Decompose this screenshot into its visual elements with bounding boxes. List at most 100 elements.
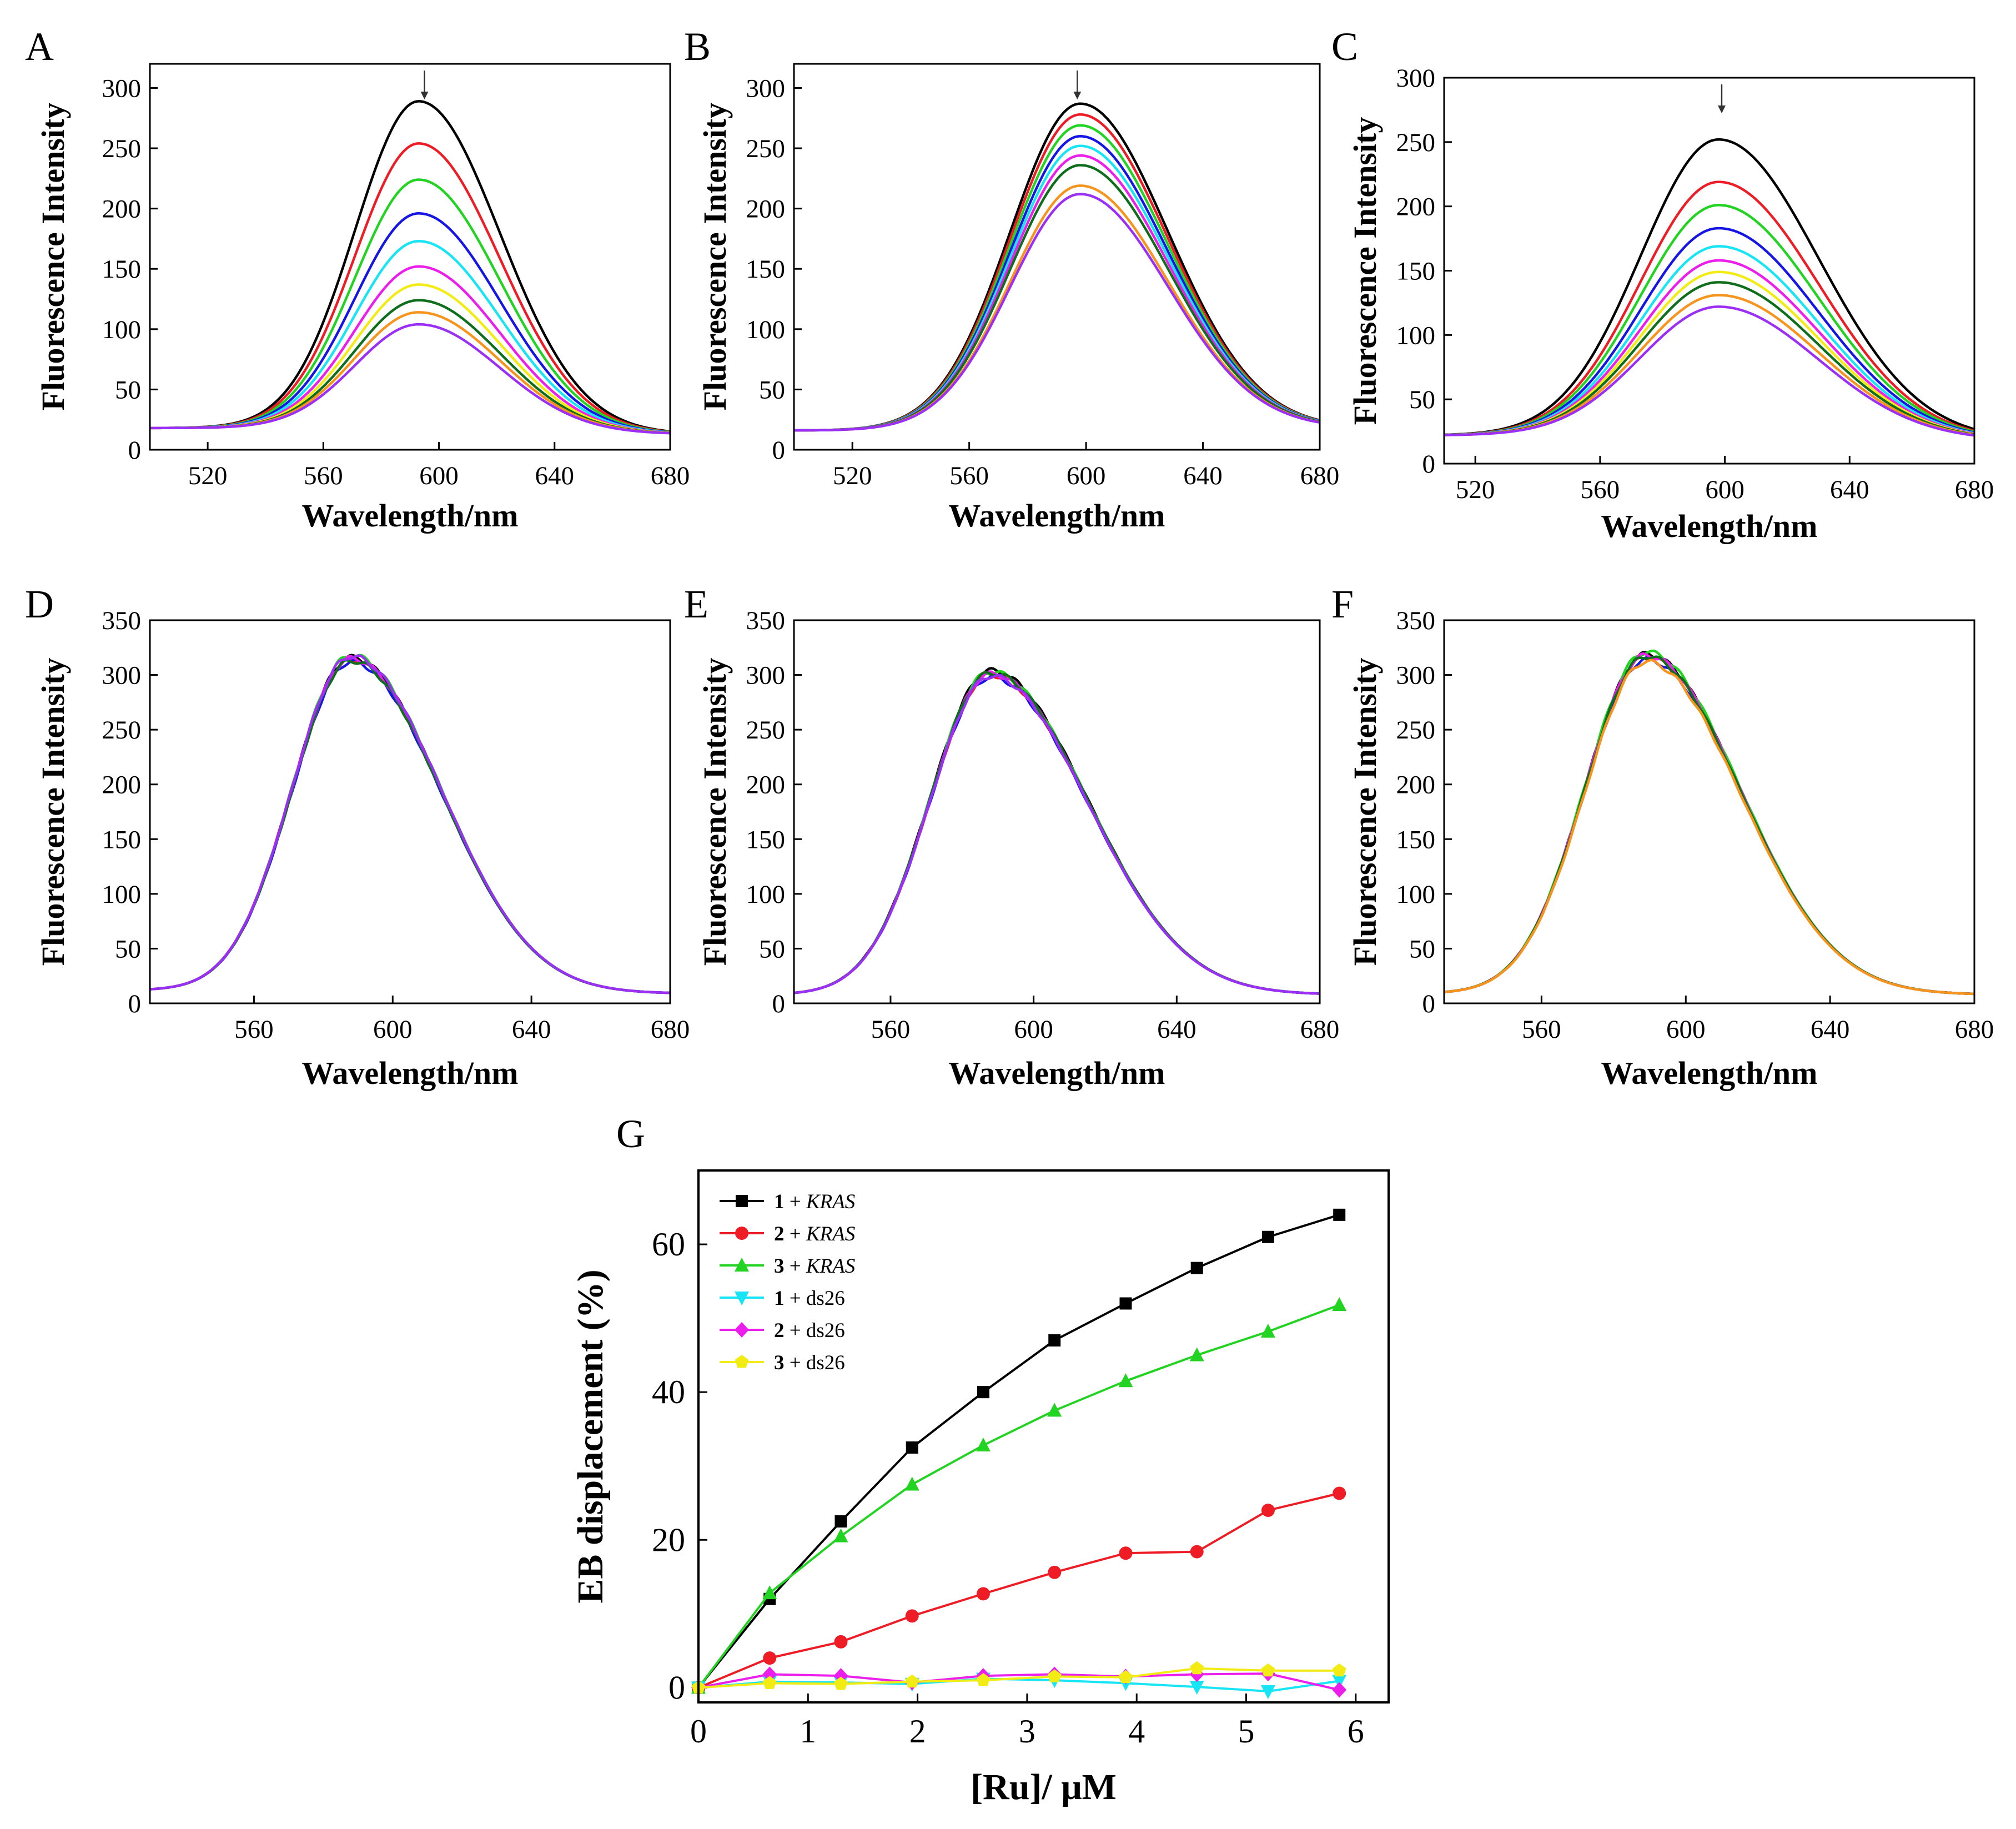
x-axis-label: Wavelength/nm bbox=[1601, 508, 1818, 544]
x-tick-label: 600 bbox=[1014, 1015, 1053, 1044]
series-line-s1 bbox=[697, 1213, 1340, 1689]
y-tick-label: 50 bbox=[1409, 385, 1435, 414]
marker-triangle-down bbox=[1189, 1681, 1204, 1695]
marker-square bbox=[1333, 1208, 1346, 1221]
y-tick-label: 300 bbox=[102, 74, 142, 103]
series-line-s4 bbox=[698, 1677, 1340, 1693]
marker-circle bbox=[1119, 1546, 1133, 1560]
x-tick-label: 560 bbox=[234, 1015, 274, 1044]
y-tick-label: 250 bbox=[1396, 716, 1436, 745]
marker-triangle-up bbox=[833, 1528, 848, 1542]
y-axis-label: Fluorescence Intensity bbox=[35, 658, 71, 966]
panel-f: F 560 600 640 680 0 50 100 150 200 250 300 350 Wavele… bbox=[1331, 582, 1994, 1091]
marker-triangle-down bbox=[1332, 1675, 1347, 1689]
x-tick-label: 600 bbox=[1705, 475, 1744, 504]
x-tick-label: 640 bbox=[1811, 1015, 1850, 1044]
marker-triangle-down bbox=[1260, 1685, 1275, 1700]
plot-frame bbox=[793, 619, 1321, 1004]
spectrum-line-5 bbox=[149, 655, 671, 994]
marker-pentagon bbox=[1261, 1663, 1275, 1677]
x-tick-label: 520 bbox=[833, 461, 872, 490]
x-tick-label: 640 bbox=[535, 461, 575, 490]
x-tick-label: 680 bbox=[651, 1015, 690, 1044]
marker-triangle-up bbox=[762, 1585, 777, 1600]
x-tick-label: 6 bbox=[1348, 1713, 1364, 1750]
x-tick-label: 520 bbox=[188, 461, 228, 490]
x-tick-label: 680 bbox=[651, 461, 690, 490]
series-s4 bbox=[691, 1672, 1347, 1700]
marker-circle bbox=[763, 1651, 777, 1665]
series-line-s6 bbox=[698, 1667, 1340, 1689]
marker-triangle-up bbox=[1332, 1297, 1347, 1312]
y-tick-label: 350 bbox=[746, 606, 786, 635]
x-tick-label: 4 bbox=[1128, 1713, 1145, 1750]
x-tick-label: 680 bbox=[1955, 1015, 1994, 1044]
panel-label-f: F bbox=[1331, 582, 1354, 626]
marker-square bbox=[1190, 1262, 1203, 1274]
legend-num: 2 bbox=[774, 1319, 785, 1342]
x-axis-label: Wavelength/nm bbox=[302, 498, 519, 534]
spectrum-line-10 bbox=[1444, 305, 1975, 437]
marker-circle bbox=[976, 1587, 990, 1601]
spectrum-line-2 bbox=[149, 657, 671, 994]
marker-square bbox=[736, 1195, 748, 1207]
marker-square bbox=[906, 1441, 918, 1454]
spectrum-line-5 bbox=[794, 144, 1320, 432]
marker-circle bbox=[1190, 1545, 1204, 1559]
legend-text: + bbox=[785, 1255, 806, 1278]
panel-label-g: G bbox=[616, 1112, 645, 1156]
x-tick-label: 3 bbox=[1019, 1713, 1035, 1750]
x-tick-label: 560 bbox=[304, 461, 343, 490]
spectrum-line-6 bbox=[1444, 655, 1975, 996]
legend-num: 1 bbox=[774, 1287, 785, 1310]
series-s6 bbox=[691, 1661, 1346, 1694]
plot-frame bbox=[697, 1169, 1390, 1704]
marker-square bbox=[1261, 1230, 1274, 1243]
x-tick-label: 640 bbox=[1830, 475, 1869, 504]
legend-text: + bbox=[785, 1223, 806, 1245]
y-tick-label: 0 bbox=[1422, 989, 1436, 1018]
y-tick-label: 200 bbox=[1396, 193, 1436, 222]
y-tick-label: 200 bbox=[746, 195, 786, 224]
marker-circle bbox=[905, 1609, 919, 1623]
marker-triangle-up bbox=[1118, 1373, 1133, 1388]
legend-num: 2 bbox=[774, 1223, 785, 1245]
x-tick-label: 680 bbox=[1300, 461, 1340, 490]
y-tick-label: 50 bbox=[1409, 934, 1435, 963]
y-tick-label: 200 bbox=[746, 771, 786, 800]
marker-circle bbox=[1048, 1565, 1062, 1579]
spectrum-line-6 bbox=[794, 154, 1320, 432]
series-line-s2 bbox=[698, 1492, 1340, 1689]
y-tick-label: 50 bbox=[115, 934, 141, 963]
marker-triangle-down bbox=[735, 1292, 749, 1305]
y-tick-label: 100 bbox=[1396, 880, 1436, 909]
y-tick-label: 50 bbox=[759, 934, 785, 963]
spectrum-line-3 bbox=[150, 178, 671, 434]
panel-b: B 520 560 600 640 680 0 50 100 150 200 250 300 Wavele… bbox=[684, 24, 1339, 534]
spectrum-line-7 bbox=[149, 654, 671, 994]
panel-label-b: B bbox=[684, 24, 711, 69]
plot-frame bbox=[1443, 77, 1975, 465]
y-axis-label: Fluorescence Intensity bbox=[35, 103, 71, 411]
x-tick-label: 600 bbox=[373, 1015, 413, 1044]
marker-square bbox=[977, 1386, 989, 1399]
y-tick-label: 250 bbox=[746, 716, 786, 745]
marker-square bbox=[1119, 1297, 1132, 1310]
y-tick-label: 100 bbox=[746, 315, 786, 344]
spectrum-line-3 bbox=[149, 654, 671, 994]
x-tick-label: 5 bbox=[1238, 1713, 1255, 1750]
legend-text: + ds26 bbox=[785, 1319, 845, 1342]
spectrum-line-1 bbox=[1444, 651, 1975, 996]
legend-num: 3 bbox=[774, 1351, 785, 1374]
y-tick-label: 0 bbox=[128, 989, 142, 1018]
plot-frame bbox=[149, 619, 671, 1004]
y-tick-label: 150 bbox=[1396, 825, 1436, 854]
y-tick-label: 300 bbox=[746, 661, 786, 690]
y-tick-label: 250 bbox=[102, 716, 142, 745]
marker-pentagon bbox=[735, 1355, 749, 1368]
y-tick-label: 300 bbox=[1396, 661, 1436, 690]
legend-label: 3 + KRAS bbox=[774, 1255, 855, 1278]
plot-frame bbox=[149, 63, 671, 451]
y-tick-label: 300 bbox=[1396, 64, 1436, 93]
